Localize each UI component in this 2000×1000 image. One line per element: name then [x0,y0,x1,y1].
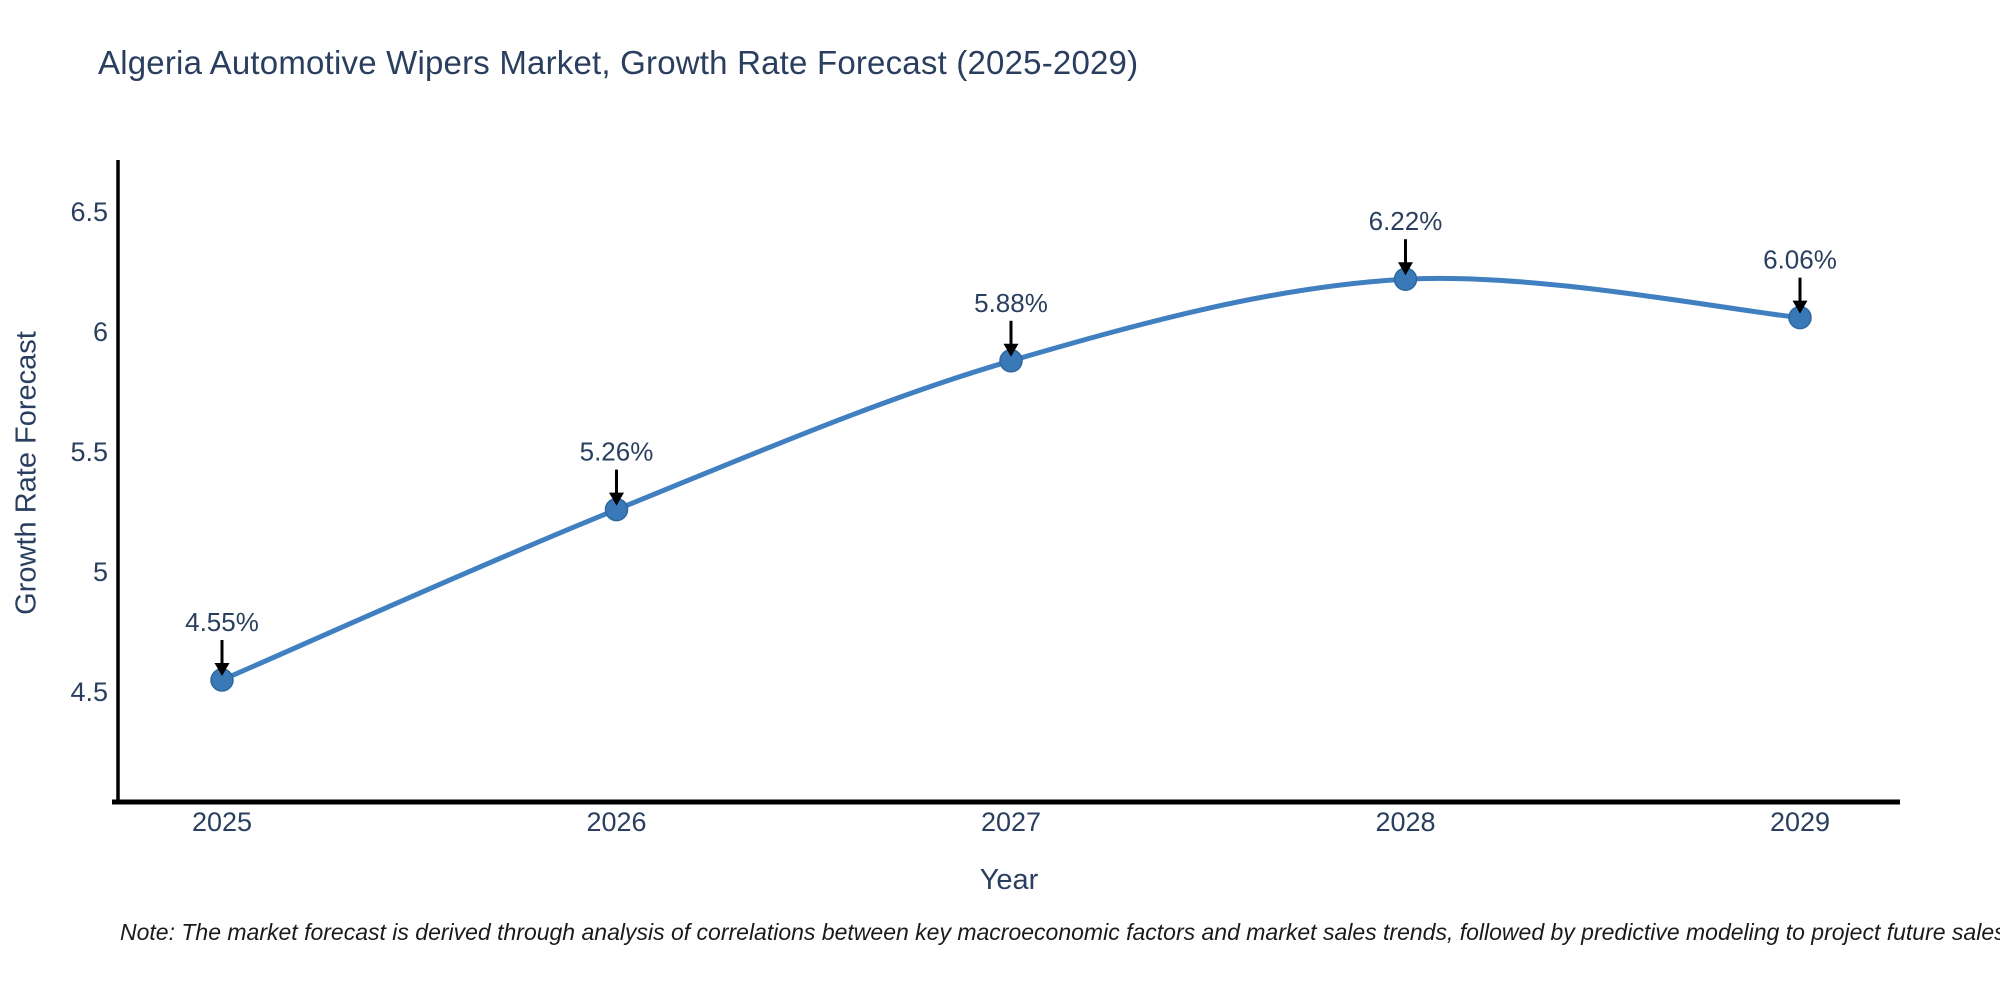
x-tick-label: 2025 [192,807,252,837]
annotation-arrow-head [1398,262,1413,276]
annotation-arrow-head [214,663,230,676]
y-tick-label: 6 [93,317,108,347]
y-tick-label: 5.5 [70,437,108,467]
annotation-arrow-head [1792,300,1808,314]
x-tick-label: 2029 [1770,807,1830,837]
x-tick-label: 2026 [586,807,646,837]
annotation-arrow-head [1003,343,1019,357]
data-point-label: 4.55% [185,607,259,637]
y-tick-label: 6.5 [70,197,108,227]
data-point-label: 5.88% [974,288,1048,318]
y-tick-label: 4.5 [70,677,108,707]
chart-title: Algeria Automotive Wipers Market, Growth… [98,44,1139,81]
data-point-label: 6.06% [1763,245,1837,275]
chart-footnote: Note: The market forecast is derived thr… [120,919,2000,945]
annotation-arrow-head [609,492,624,506]
x-tick-label: 2027 [981,807,1041,837]
data-point-label: 5.26% [580,437,654,467]
data-point-label: 6.22% [1369,206,1443,236]
y-tick-label: 5 [93,557,108,587]
x-axis-title: Year [979,864,1039,896]
x-tick-label: 2028 [1375,807,1435,837]
